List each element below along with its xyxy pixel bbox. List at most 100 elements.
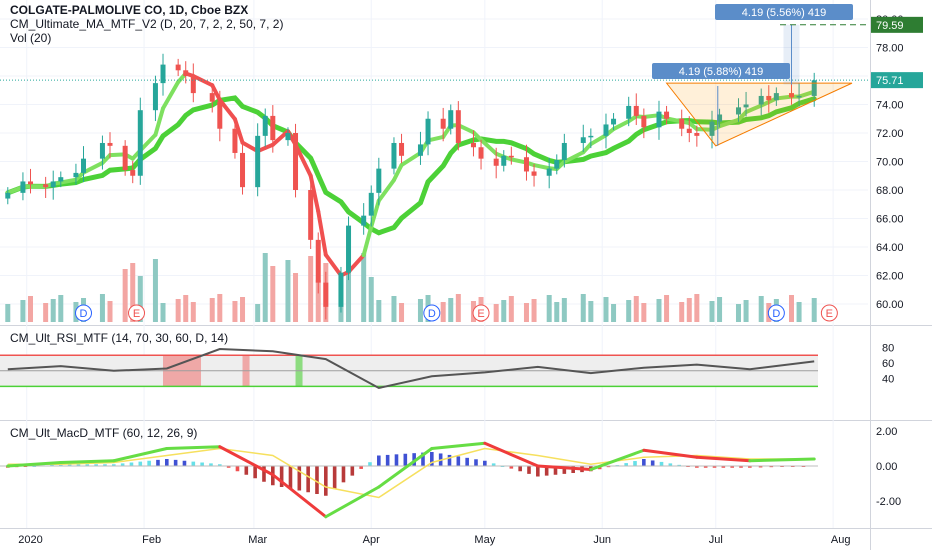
macd-histogram-bar bbox=[165, 459, 169, 466]
macd-histogram-bar bbox=[50, 464, 54, 466]
volume-bar bbox=[561, 298, 567, 322]
candle-body bbox=[788, 93, 794, 98]
candle-body bbox=[391, 142, 397, 169]
candle-body bbox=[308, 190, 314, 240]
volume-bar bbox=[20, 300, 26, 322]
macd-histogram-bar bbox=[695, 466, 699, 468]
macd-indicator-label[interactable]: CM_Ult_MacD_MTF (60, 12, 26, 9) bbox=[10, 426, 198, 440]
ma-fast-segment bbox=[664, 116, 684, 124]
ma-fast-segment bbox=[293, 142, 313, 178]
ma-fast-segment bbox=[694, 127, 714, 132]
volume-bar bbox=[217, 294, 223, 322]
macd-histogram-bar bbox=[553, 466, 558, 475]
candle-body bbox=[743, 104, 749, 108]
candle-body bbox=[217, 101, 223, 129]
macd-histogram-bar bbox=[758, 466, 763, 468]
macd-line-segment bbox=[59, 459, 116, 464]
macd-histogram-bar bbox=[668, 463, 673, 466]
volume-bar bbox=[656, 299, 662, 322]
event-badge-dividend bbox=[423, 304, 441, 322]
time-axis[interactable]: 2020 Feb Mar Apr May Jun Jul Aug bbox=[18, 534, 850, 546]
candle-body bbox=[160, 64, 166, 84]
macd-histogram-bar bbox=[474, 459, 478, 466]
volume-bar bbox=[523, 303, 529, 322]
macd-pane bbox=[0, 441, 818, 519]
macd-histogram-bar bbox=[103, 464, 107, 466]
price-tick: 64.00 bbox=[876, 242, 904, 254]
candle-body bbox=[455, 110, 461, 143]
macd-histogram-bar bbox=[465, 457, 469, 466]
macd-tick: -2.00 bbox=[876, 496, 901, 508]
macd-histogram-bar bbox=[253, 466, 257, 479]
macd-histogram-bar bbox=[173, 459, 178, 466]
volume-bar bbox=[240, 297, 246, 322]
volume-bar bbox=[130, 263, 136, 322]
macd-histogram-bar bbox=[262, 466, 266, 482]
candle-body bbox=[554, 160, 560, 169]
time-label: Jul bbox=[709, 534, 723, 546]
candle-body bbox=[285, 133, 291, 141]
candle-body bbox=[20, 181, 26, 193]
event-badge-label: E bbox=[133, 308, 140, 320]
ma-fast-segment bbox=[744, 103, 764, 114]
candle-body bbox=[709, 121, 715, 136]
event-badge-earnings bbox=[820, 304, 838, 322]
macd-histogram-bar bbox=[721, 466, 726, 468]
candle-body bbox=[686, 128, 692, 133]
time-label: Feb bbox=[142, 534, 161, 546]
ma-fast-segment bbox=[81, 160, 105, 175]
candle-body bbox=[58, 177, 64, 182]
price-axis[interactable]: 60.00 62.00 64.00 66.00 68.00 70.00 72.00 74.00… bbox=[876, 14, 904, 508]
ma-indicator-label[interactable]: CM_Ultimate_MA_MTF_V2 (D, 20, 7, 2, 2, 5… bbox=[10, 17, 284, 31]
time-label: Jun bbox=[593, 534, 611, 546]
macd-histogram-bar bbox=[483, 460, 487, 466]
candle-body bbox=[501, 155, 507, 166]
macd-line-segment bbox=[6, 461, 63, 468]
macd-histogram-bar bbox=[359, 466, 363, 469]
candle-body bbox=[735, 107, 741, 115]
ma-fast-segment bbox=[369, 198, 381, 229]
volume-indicator-label[interactable]: Vol (20) bbox=[10, 31, 52, 45]
volume-bar bbox=[50, 299, 56, 322]
candle-body bbox=[262, 115, 268, 136]
candle-body bbox=[580, 137, 586, 143]
candle-body bbox=[588, 135, 594, 138]
macd-histogram-bar bbox=[430, 452, 434, 466]
price-tick: 68.00 bbox=[876, 185, 904, 197]
volume-bar bbox=[611, 304, 617, 322]
macd-line-segment bbox=[642, 448, 699, 459]
ma-fast-segment bbox=[717, 117, 741, 129]
macd-histogram-bar bbox=[67, 464, 72, 466]
candle-body bbox=[531, 171, 537, 176]
candle-body bbox=[255, 135, 261, 188]
candle-body bbox=[376, 168, 382, 193]
rsi-pane bbox=[0, 347, 818, 390]
rsi-indicator-label[interactable]: CM_Ult_RSI_MTF (14, 70, 30, 60, D, 14) bbox=[10, 331, 229, 345]
ma-fast-segment bbox=[456, 123, 476, 135]
macd-histogram-bar bbox=[315, 466, 319, 494]
rsi-tick: 60 bbox=[882, 358, 894, 370]
volume-bar bbox=[633, 296, 639, 322]
event-badge-earnings bbox=[472, 304, 490, 322]
volume-bar bbox=[788, 295, 794, 322]
ma-fast-segment bbox=[391, 163, 404, 183]
macd-line-segment bbox=[430, 441, 487, 450]
macd-histogram-bar bbox=[456, 456, 461, 466]
candle-body bbox=[209, 93, 215, 102]
candle-body bbox=[425, 118, 431, 145]
candle-body bbox=[315, 239, 321, 283]
macd-line-segment bbox=[483, 441, 540, 468]
time-label: Aug bbox=[831, 534, 851, 546]
volume-bar bbox=[417, 299, 423, 322]
ma-fast-segment bbox=[774, 94, 794, 101]
ma-fast-segment bbox=[797, 89, 817, 99]
ma-fast-segment bbox=[399, 150, 423, 168]
ma-fast-segment bbox=[588, 133, 608, 147]
candle-body bbox=[137, 110, 143, 176]
volume-bar bbox=[455, 294, 461, 322]
ma-fast-segment bbox=[376, 178, 396, 203]
volume-bar bbox=[440, 302, 446, 322]
triangle-shape bbox=[665, 82, 853, 147]
